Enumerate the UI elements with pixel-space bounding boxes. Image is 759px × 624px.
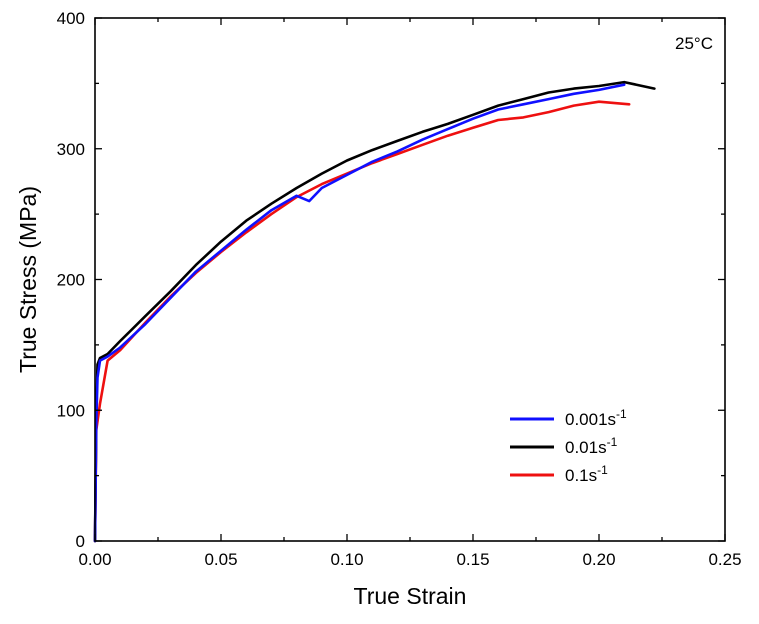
x-axis-ticks: 0.00 0.05 0.10 0.15 0.20 0.25 [78, 18, 742, 569]
y-axis-ticks: 0 100 200 300 400 [57, 9, 725, 551]
y-tick-label: 100 [57, 401, 85, 420]
x-tick-label: 0.20 [582, 550, 615, 569]
legend-label: 0.001s-1 [565, 407, 627, 429]
x-axis-title: True Strain [354, 583, 467, 609]
x-tick-label: 0.10 [330, 550, 363, 569]
legend-label: 0.01s-1 [565, 435, 618, 457]
y-tick-label: 300 [57, 140, 85, 159]
series-layer [93, 80, 656, 543]
y-tick-label: 200 [57, 271, 85, 290]
series-line [93, 83, 626, 543]
x-tick-label: 0.00 [78, 550, 111, 569]
x-tick-label: 0.25 [708, 550, 741, 569]
series-line [93, 100, 631, 543]
x-tick-label: 0.15 [456, 550, 489, 569]
y-tick-label: 0 [76, 532, 85, 551]
series-line [93, 80, 656, 543]
temperature-annotation: 25°C [675, 34, 713, 53]
legend-label: 0.1s-1 [565, 463, 608, 485]
x-tick-label: 0.05 [204, 550, 237, 569]
legend: 0.001s-1 0.01s-1 0.1s-1 [510, 407, 627, 485]
y-tick-label: 400 [57, 9, 85, 28]
y-axis-title: True Stress (MPa) [15, 186, 41, 373]
